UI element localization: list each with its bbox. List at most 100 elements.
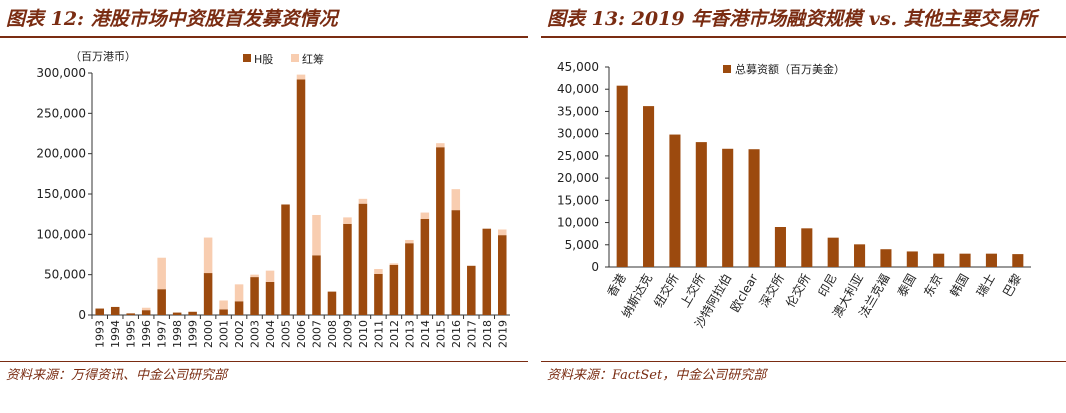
bar-red-chip-2014	[420, 212, 430, 220]
bar-h-share-1994	[110, 306, 120, 315]
bar-h-share-2000	[203, 273, 213, 315]
left-source-rule	[0, 361, 528, 362]
bar-h-share-2014	[420, 219, 430, 315]
bar-h-share-2005	[281, 204, 290, 315]
x-tick-label: 2011	[372, 320, 385, 348]
y-tick-label: 0	[78, 308, 86, 322]
left-chart-title: 图表 12: 港股市场中资股首发募资情况	[6, 8, 338, 30]
bar-纽交所	[669, 134, 681, 267]
legend-swatch	[723, 65, 731, 73]
bar-red-chip-2007	[312, 214, 321, 256]
bar-巴黎	[1012, 254, 1024, 267]
right-source-rule	[541, 361, 1066, 362]
legend-label-1: 红筹	[302, 52, 324, 66]
bar-red-chip-2010	[358, 198, 368, 204]
bar-h-share-2015	[436, 147, 445, 315]
x-tick-label: 2004	[264, 320, 277, 348]
legend-label-0: H股	[254, 53, 273, 66]
bar-red-chip-2019	[498, 229, 507, 236]
y-tick-label: 20,000	[557, 171, 599, 185]
y-tick-label: 45,000	[557, 60, 599, 74]
x-tick-label: 印尼	[816, 272, 840, 300]
x-tick-label: 2014	[419, 320, 432, 348]
x-tick-label: 1995	[125, 320, 138, 348]
bar-red-chip-1996	[141, 307, 151, 311]
bar-h-share-2016	[451, 210, 461, 315]
bar-h-share-1997	[157, 289, 166, 315]
x-tick-label: 2006	[295, 320, 308, 348]
x-tick-label: 2019	[496, 320, 509, 348]
y-tick-label: 0	[591, 260, 599, 274]
x-tick-label: 1996	[140, 320, 153, 348]
y-tick-label: 300,000	[36, 66, 86, 80]
bar-韩国	[959, 253, 971, 267]
bar-red-chip-2009	[343, 217, 352, 224]
x-tick-label: 1997	[156, 320, 169, 348]
bar-h-share-2018	[482, 228, 492, 315]
x-tick-label: 2001	[218, 320, 231, 348]
bar-h-share-2001	[219, 309, 228, 315]
y-unit-label: （百万港币）	[70, 50, 136, 63]
x-tick-label: 香港	[605, 272, 629, 300]
bar-瑞士	[985, 253, 997, 267]
bar-h-share-1998	[172, 312, 182, 315]
bar-h-share-2003	[250, 277, 259, 315]
right-chart-title: 图表 13: 2019 年香港市场融资规模 vs. 其他主要交易所	[547, 8, 1037, 30]
bar-h-share-1995	[126, 313, 135, 315]
left-chart-panel: 图表 12: 港股市场中资股首发募资情况 （百万港币） 0 50,000 100,00…	[0, 0, 528, 413]
x-tick-label: 2016	[450, 320, 463, 348]
bar-沙特阿拉伯	[722, 148, 734, 267]
y-tick-label: 40,000	[557, 82, 599, 96]
x-tick-label: 1998	[171, 320, 184, 348]
bar-red-chip-2003	[250, 274, 259, 278]
y-tick-label: 200,000	[36, 147, 86, 161]
bar-欧clear	[748, 149, 760, 267]
bar-red-chip-2013	[405, 239, 414, 244]
bar-h-share-2012	[389, 264, 399, 315]
bar-澳大利亚	[854, 244, 866, 267]
x-tick-label: 东京	[921, 272, 945, 300]
bar-h-share-1999	[188, 311, 197, 315]
y-tick-label: 50,000	[44, 268, 86, 282]
x-tick-label: 2003	[249, 320, 262, 348]
x-tick-label: 2007	[310, 320, 323, 348]
bar-深交所	[774, 227, 786, 267]
right-chart: 0 5,000 10,000 15,000 20,000 25,000 30,000 35,0…	[557, 60, 1031, 330]
x-tick-label: 瑞士	[974, 272, 998, 300]
bar-h-share-2007	[312, 255, 321, 315]
bar-h-share-2017	[467, 265, 476, 315]
bar-泰国	[906, 251, 918, 267]
legend-swatch-0	[243, 54, 251, 62]
legend-swatch-1	[291, 54, 299, 62]
bar-red-chip-2016	[451, 189, 461, 211]
x-tick-label: 1993	[94, 320, 107, 348]
bar-纳斯达克	[643, 106, 655, 267]
bar-上交所	[695, 142, 707, 267]
bar-东京	[933, 253, 945, 267]
bar-red-chip-2006	[296, 74, 306, 80]
bar-red-chip-2012	[389, 263, 399, 265]
x-tick-label: 2008	[326, 320, 339, 348]
bar-香港	[616, 85, 628, 267]
bar-印尼	[827, 237, 839, 267]
bar-h-share-1993	[95, 308, 104, 315]
bar-伦交所	[801, 228, 813, 267]
x-tick-label: 2012	[388, 320, 401, 348]
x-tick-label: 伦交所	[782, 271, 813, 310]
y-tick-label: 100,000	[36, 227, 86, 241]
y-tick-label: 250,000	[36, 106, 86, 120]
y-tick-label: 5,000	[565, 238, 599, 252]
x-tick-label: 韩国	[947, 271, 972, 299]
x-tick-label: 2005	[280, 320, 293, 348]
x-tick-label: 2015	[434, 320, 447, 348]
bar-red-chip-2000	[203, 237, 213, 274]
bar-h-share-2013	[405, 243, 414, 315]
bar-h-share-2011	[374, 273, 383, 315]
x-tick-label: 2002	[233, 320, 246, 348]
y-tick-label: 150,000	[36, 187, 86, 201]
bar-h-share-2006	[296, 79, 306, 315]
bar-red-chip-2002	[234, 284, 244, 302]
y-tick-label: 15,000	[557, 193, 599, 207]
bar-red-chip-1997	[157, 257, 166, 290]
x-tick-label: 2018	[481, 320, 494, 348]
